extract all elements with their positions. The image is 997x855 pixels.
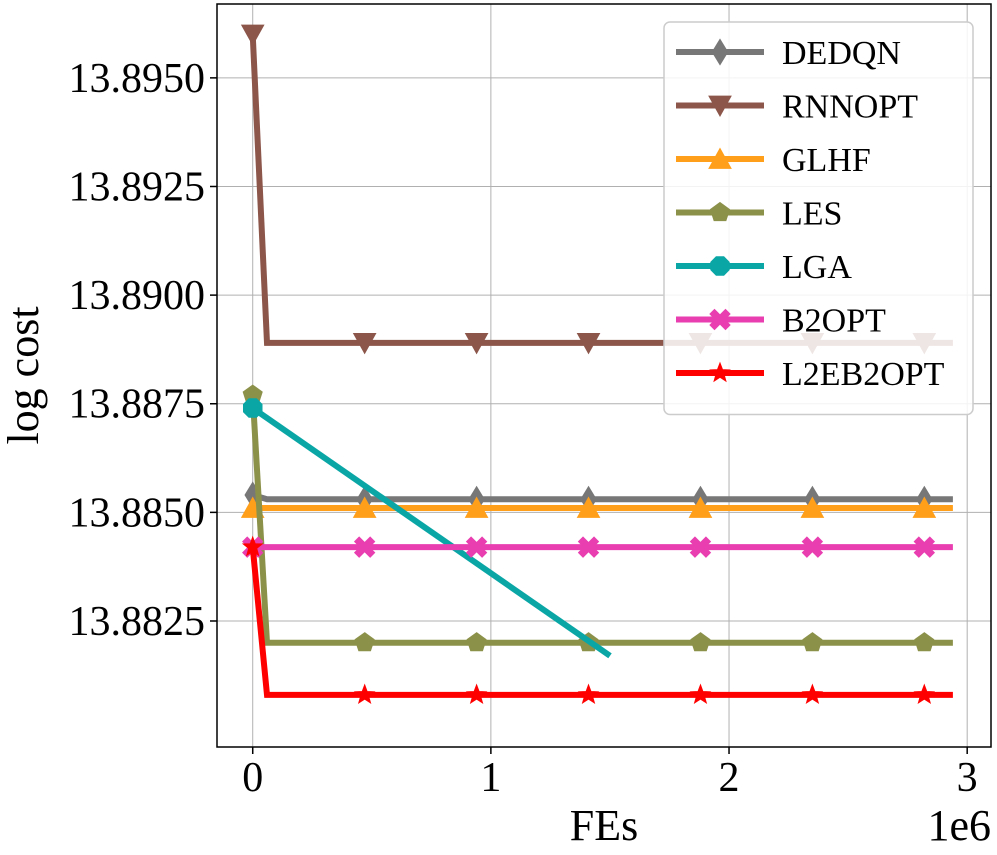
legend-item: B2OPT: [676, 303, 886, 340]
legend-item: L2EB2OPT: [676, 356, 945, 393]
series-les: [242, 384, 953, 652]
legend-label: LGA: [782, 249, 852, 286]
legend-marker: [710, 256, 730, 276]
legend-label: DEDQN: [782, 35, 901, 72]
data-point: [689, 536, 712, 558]
y-tick-label: 13.8850: [69, 490, 206, 536]
legend-marker: [709, 201, 731, 222]
data-point: [465, 536, 488, 558]
x-tick-label: 3: [957, 755, 978, 801]
x-tick-label: 1: [480, 755, 501, 801]
data-point: [240, 24, 265, 46]
y-tick-label: 13.8875: [69, 382, 206, 428]
y-tick-label: 13.8950: [69, 56, 206, 102]
data-point: [576, 496, 601, 518]
data-point: [577, 536, 600, 558]
data-point: [464, 333, 489, 355]
data-point: [689, 683, 712, 705]
legend-marker: [709, 361, 731, 383]
series-glhf: [240, 496, 953, 518]
x-axis-offset-label: 1e6: [927, 801, 991, 850]
series-line: [249, 394, 953, 646]
data-point: [913, 683, 936, 705]
legend-item: RNNOPT: [676, 89, 918, 126]
data-point: [688, 496, 713, 518]
data-point: [353, 683, 376, 705]
legend-label: LES: [782, 196, 842, 233]
y-axis-ticks: 13.8825 13.8850 13.8875 13.8900 13.8925 13.89…: [69, 56, 217, 645]
legend-label: B2OPT: [782, 303, 886, 340]
data-point: [241, 535, 264, 557]
data-point: [912, 496, 937, 518]
legend-box: [663, 21, 974, 416]
data-point: [801, 683, 824, 705]
y-axis-label: log cost: [0, 306, 48, 444]
y-tick-label: 13.8900: [69, 273, 206, 319]
legend-label: GLHF: [782, 142, 871, 179]
legend-marker: [708, 147, 732, 169]
data-point: [913, 536, 936, 558]
data-point: [464, 496, 489, 518]
data-point: [577, 683, 600, 705]
data-point: [352, 333, 377, 355]
data-point: [690, 632, 711, 652]
data-point: [465, 683, 488, 705]
x-axis-label: FEs: [570, 801, 638, 850]
data-point: [243, 398, 263, 418]
data-point: [802, 632, 823, 652]
data-point: [353, 536, 376, 558]
legend-marker: [711, 38, 729, 66]
y-tick-label: 13.8925: [69, 164, 206, 210]
legend-marker: [709, 308, 731, 331]
x-axis-ticks: 0 1 2 3: [242, 747, 978, 801]
data-point: [466, 632, 487, 652]
data-point: [576, 333, 601, 355]
legend-item: DEDQN: [676, 35, 901, 72]
legend-item: LES: [676, 196, 842, 233]
series-lga: [243, 398, 612, 659]
y-tick-label: 13.8825: [69, 599, 206, 645]
data-point: [801, 536, 824, 558]
legend: DEDQN RNNOPT GLHF LES LGA B2OPT L2EB2OPT: [663, 21, 974, 416]
x-tick-label: 0: [242, 755, 263, 801]
legend-item: LGA: [676, 249, 852, 286]
data-point: [914, 632, 935, 652]
legend-item: GLHF: [676, 142, 871, 179]
legend-marker: [708, 95, 732, 117]
series-l2eb2opt: [241, 535, 953, 705]
plot-frame: [216, 3, 992, 748]
series-b2opt: [242, 536, 953, 558]
data-point: [352, 496, 377, 518]
data-point: [354, 632, 375, 652]
x-tick-label: 2: [719, 755, 740, 801]
legend-label: RNNOPT: [782, 89, 918, 126]
series-line: [250, 405, 612, 659]
data-point: [800, 496, 825, 518]
legend-label: L2EB2OPT: [782, 356, 945, 393]
